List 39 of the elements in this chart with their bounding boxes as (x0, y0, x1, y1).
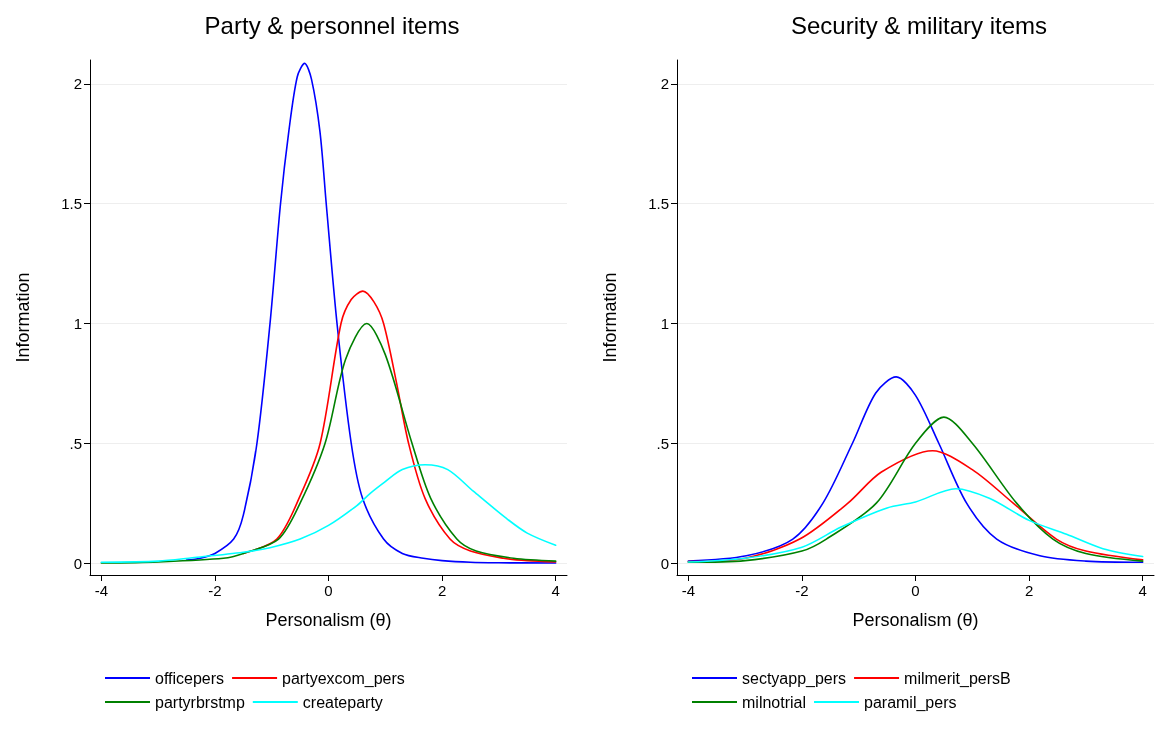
y-tick-label: 2 (660, 75, 669, 93)
y-tick-label: .5 (656, 434, 669, 452)
x-tick-label: 2 (1024, 582, 1034, 599)
legend-label: partyrbrstmp (155, 693, 245, 711)
line-series (687, 487, 1144, 563)
x-tick-label: 0 (324, 582, 333, 599)
chart-title: Party & personnel items (204, 11, 460, 39)
x-tick-label: -2 (208, 582, 222, 599)
line-series (185, 62, 557, 564)
x-tick-label: -4 (681, 582, 696, 599)
x-tick-label: 4 (551, 582, 560, 599)
chart-title: Security & military items (790, 11, 1048, 39)
y-tick-label: 1 (660, 314, 669, 332)
legend-label: milnotrial (742, 693, 807, 711)
legend-label: createparty (302, 693, 383, 711)
y-tick-label: 0 (73, 554, 82, 572)
x-tick-label: 0 (911, 582, 920, 599)
legend-label: sectyapp_pers (742, 669, 847, 688)
x-tick-label: 2 (437, 582, 447, 599)
y-tick-label: 0 (660, 554, 669, 572)
legend-label: partyexcom_pers (282, 669, 405, 688)
x-tick-label: -2 (795, 582, 809, 599)
y-tick-label: 1.5 (61, 195, 82, 213)
y-tick-label: 2 (73, 75, 82, 93)
x-axis-title: Personalism (θ) (265, 610, 392, 630)
y-tick-label: .5 (69, 434, 82, 452)
line-series (687, 376, 1144, 564)
x-axis-title: Personalism (θ) (852, 610, 979, 630)
legend-label: paramil_pers (864, 693, 957, 712)
y-axis-title: Information (13, 272, 33, 363)
legend-label: officepers (155, 669, 225, 687)
y-axis-title: Information (600, 272, 620, 363)
y-tick-label: 1.5 (648, 195, 669, 213)
x-tick-label: -4 (94, 582, 109, 599)
legend-label: milmerit_persB (904, 669, 1011, 688)
y-tick-label: 1 (73, 314, 82, 332)
line-series (100, 464, 557, 564)
x-tick-label: 4 (1138, 582, 1147, 599)
line-series (100, 322, 557, 564)
